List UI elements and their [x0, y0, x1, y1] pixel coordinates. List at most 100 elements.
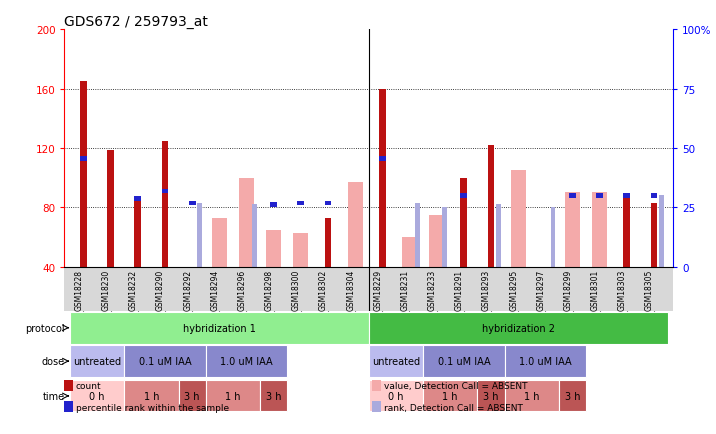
- Text: GSM18232: GSM18232: [129, 269, 137, 310]
- Bar: [70, 312, 369, 344]
- Text: GSM18303: GSM18303: [618, 269, 626, 310]
- Bar: [496, 205, 501, 267]
- Bar: [415, 204, 420, 267]
- Bar: [135, 201, 141, 267]
- Text: GDS672 / 259793_at: GDS672 / 259793_at: [64, 15, 208, 30]
- Bar: [324, 201, 332, 206]
- Bar: [135, 197, 141, 201]
- Bar: [178, 381, 205, 411]
- Bar: [460, 194, 468, 198]
- Text: GSM18298: GSM18298: [265, 269, 274, 310]
- Text: GSM18300: GSM18300: [292, 269, 301, 310]
- Text: 3 h: 3 h: [483, 391, 499, 401]
- Text: percentile rank within the sample: percentile rank within the sample: [76, 403, 229, 411]
- Bar: [205, 345, 287, 377]
- Text: GSM18290: GSM18290: [156, 269, 165, 310]
- Text: GSM18294: GSM18294: [211, 269, 219, 310]
- Text: GSM18229: GSM18229: [373, 269, 382, 310]
- Bar: [624, 196, 630, 267]
- Bar: [423, 381, 478, 411]
- Bar: [379, 89, 386, 267]
- Bar: [260, 381, 287, 411]
- Text: GSM18299: GSM18299: [563, 269, 573, 310]
- Text: 1 h: 1 h: [442, 391, 458, 401]
- Text: dose: dose: [42, 356, 65, 366]
- Bar: [442, 208, 447, 267]
- Bar: [124, 345, 205, 377]
- Text: 1.0 uM IAA: 1.0 uM IAA: [220, 356, 273, 366]
- Text: GSM18297: GSM18297: [536, 269, 546, 310]
- Bar: [80, 82, 87, 267]
- Bar: [511, 171, 526, 267]
- Text: 0.1 uM IAA: 0.1 uM IAA: [437, 356, 490, 366]
- Text: GSM18228: GSM18228: [74, 269, 84, 310]
- Bar: [266, 230, 281, 267]
- Text: 0.1 uM IAA: 0.1 uM IAA: [139, 356, 191, 366]
- Bar: [651, 204, 657, 267]
- Bar: [423, 345, 505, 377]
- Text: 3 h: 3 h: [565, 391, 580, 401]
- Bar: [565, 193, 580, 267]
- Bar: [569, 194, 576, 198]
- Bar: [189, 201, 195, 206]
- Bar: [596, 194, 603, 198]
- Bar: [624, 194, 630, 198]
- Bar: [429, 215, 444, 267]
- Bar: [294, 233, 309, 267]
- Text: value, Detection Call = ABSENT: value, Detection Call = ABSENT: [384, 381, 527, 390]
- Bar: [402, 237, 417, 267]
- Text: GSM18295: GSM18295: [509, 269, 518, 310]
- Bar: [297, 201, 304, 206]
- Text: GSM18231: GSM18231: [400, 269, 410, 310]
- Text: GSM18305: GSM18305: [645, 269, 654, 310]
- Bar: [270, 203, 277, 207]
- Text: hybridization 2: hybridization 2: [482, 323, 555, 333]
- Text: GSM18230: GSM18230: [102, 269, 111, 310]
- Text: 3 h: 3 h: [185, 391, 200, 401]
- Text: GSM18302: GSM18302: [319, 269, 328, 310]
- Bar: [124, 381, 178, 411]
- Text: untreated: untreated: [73, 356, 121, 366]
- Bar: [505, 345, 586, 377]
- Bar: [505, 381, 559, 411]
- Text: GSM18301: GSM18301: [591, 269, 600, 310]
- Text: 1 h: 1 h: [144, 391, 159, 401]
- Text: GSM18296: GSM18296: [238, 269, 246, 310]
- Text: 1 h: 1 h: [225, 391, 241, 401]
- Bar: [478, 381, 505, 411]
- Bar: [107, 150, 114, 267]
- Text: untreated: untreated: [372, 356, 420, 366]
- Bar: [205, 381, 260, 411]
- Bar: [551, 208, 556, 267]
- Bar: [559, 381, 586, 411]
- Bar: [460, 178, 468, 267]
- Text: 1.0 uM IAA: 1.0 uM IAA: [519, 356, 571, 366]
- Bar: [239, 178, 254, 267]
- Text: protocol: protocol: [25, 323, 65, 333]
- Text: 3 h: 3 h: [266, 391, 281, 401]
- Text: GSM18291: GSM18291: [455, 269, 464, 310]
- Bar: [162, 141, 168, 267]
- Bar: [162, 189, 168, 194]
- Bar: [488, 146, 495, 267]
- Text: GSM18233: GSM18233: [427, 269, 437, 310]
- Text: GSM18292: GSM18292: [183, 269, 192, 310]
- Bar: [324, 218, 332, 267]
- Bar: [70, 381, 124, 411]
- Text: rank, Detection Call = ABSENT: rank, Detection Call = ABSENT: [384, 403, 523, 411]
- Bar: [369, 381, 423, 411]
- Bar: [70, 345, 124, 377]
- Bar: [369, 312, 667, 344]
- Text: GSM18293: GSM18293: [482, 269, 491, 310]
- Text: 1 h: 1 h: [524, 391, 540, 401]
- Text: time: time: [43, 391, 65, 401]
- Bar: [80, 157, 87, 161]
- Text: 0 h: 0 h: [388, 391, 404, 401]
- Text: hybridization 1: hybridization 1: [183, 323, 256, 333]
- Bar: [251, 205, 256, 267]
- Bar: [592, 193, 607, 267]
- Bar: [369, 345, 423, 377]
- Bar: [651, 194, 657, 198]
- Text: 0 h: 0 h: [90, 391, 105, 401]
- Bar: [198, 204, 202, 267]
